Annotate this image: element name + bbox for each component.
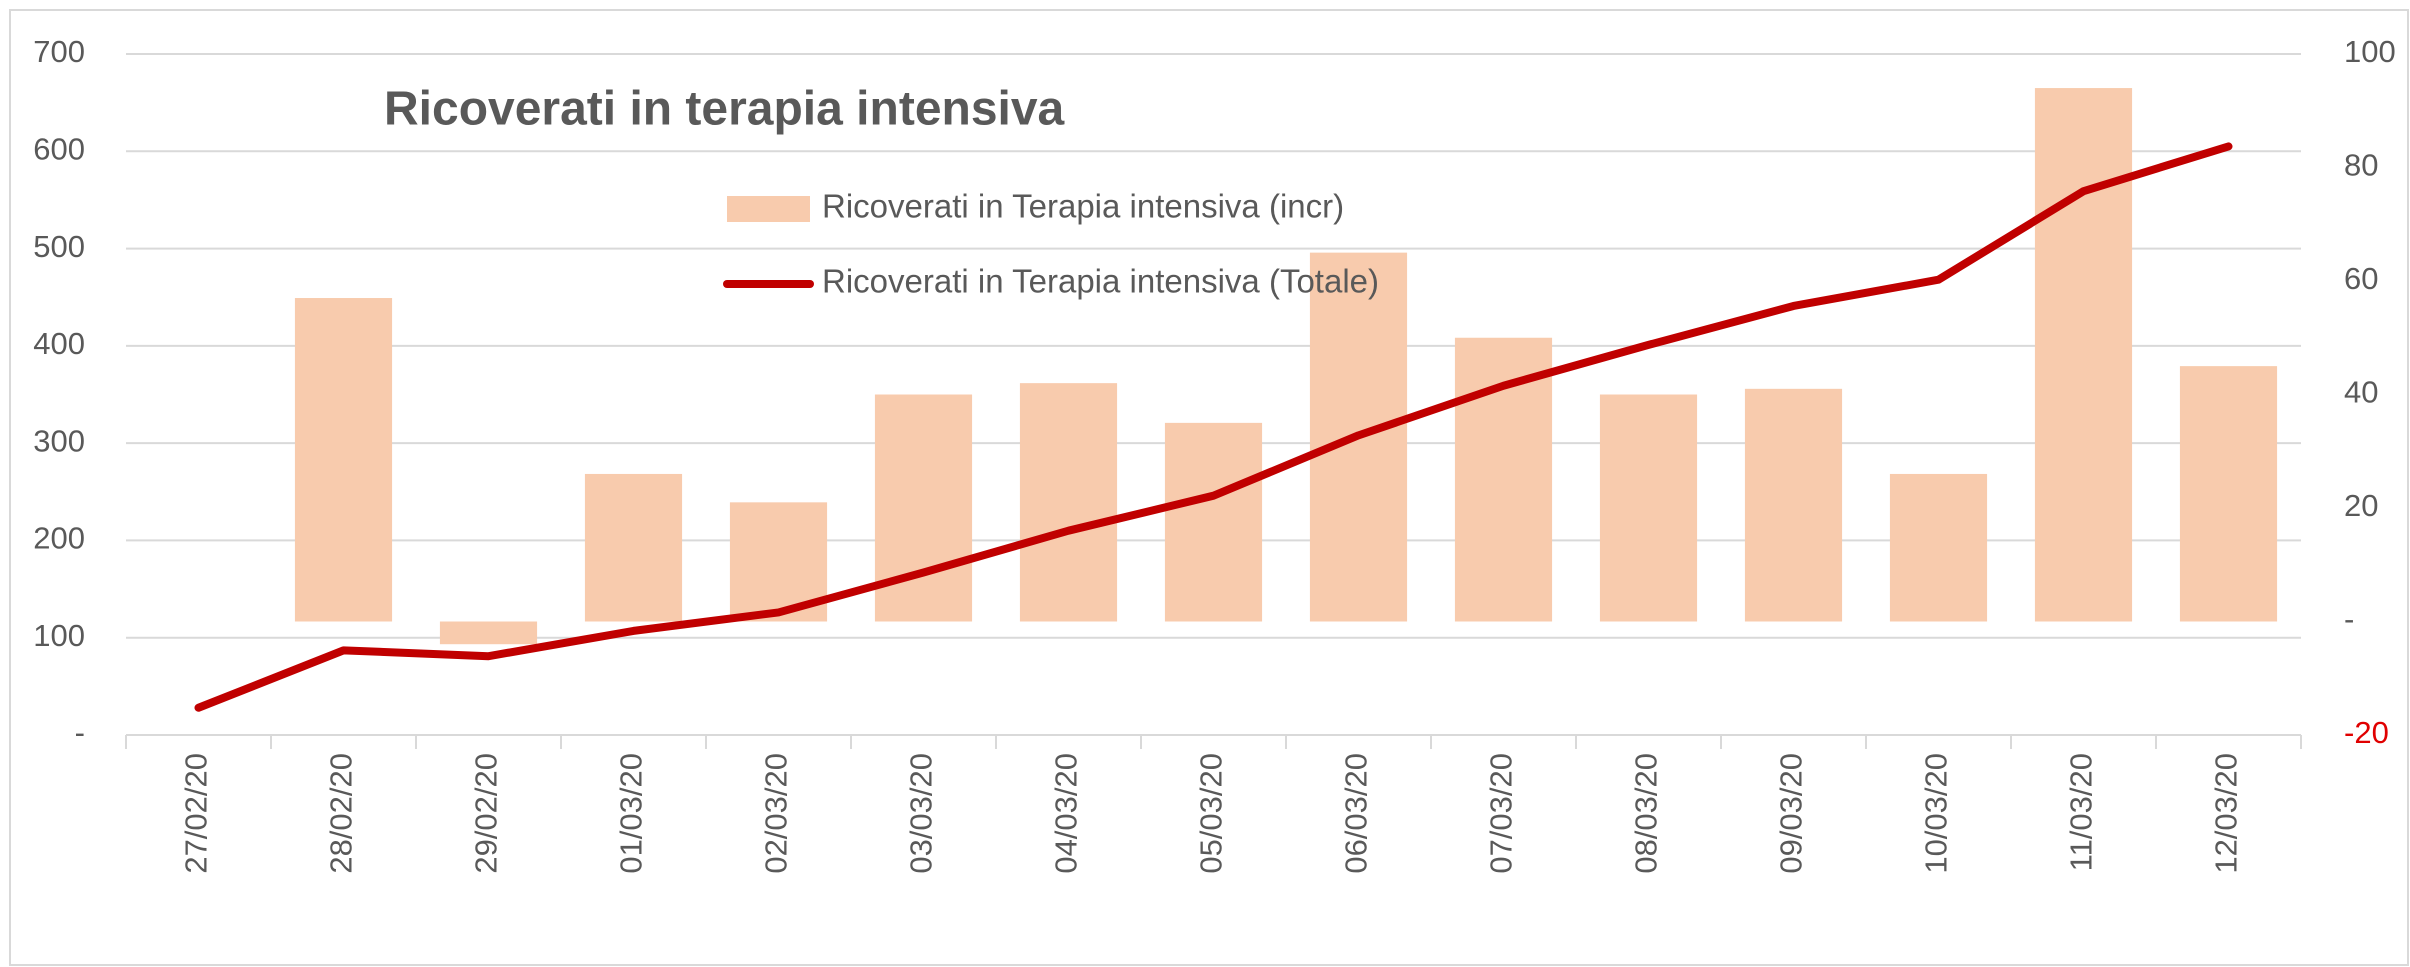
y-tick-label: 700 (33, 34, 85, 69)
x-tick-label: 11/03/20 (2064, 753, 2099, 871)
bar (2179, 366, 2278, 622)
y-tick-label: 100 (33, 618, 85, 653)
y2-tick-label: - (2344, 602, 2354, 637)
x-tick-label: 05/03/20 (1194, 753, 1229, 874)
bar (439, 621, 538, 645)
bar (1744, 388, 1843, 622)
y2-tick-label: -20 (2344, 715, 2389, 750)
x-tick-label: 28/02/20 (324, 753, 359, 874)
y2-tick-label: 60 (2344, 261, 2378, 296)
bar (2034, 88, 2133, 622)
bar (1889, 473, 1988, 622)
legend-swatch (727, 196, 810, 222)
x-tick-label: 06/03/20 (1339, 753, 1374, 874)
line (194, 142, 2233, 712)
y-tick-label: 300 (33, 423, 85, 458)
bar (584, 473, 683, 622)
y-tick-label: 600 (33, 131, 85, 166)
bar (1164, 422, 1263, 622)
bar (1019, 383, 1118, 622)
x-tick-label: 29/02/20 (469, 753, 504, 874)
chart-border (9, 9, 2409, 966)
x-tick-label: 10/03/20 (1919, 753, 1954, 874)
legend-label: Ricoverati in Terapia intensiva (incr) (822, 188, 1344, 225)
x-tick-label: 04/03/20 (1049, 753, 1084, 874)
x-tick-label: 03/03/20 (904, 753, 939, 874)
bar (1599, 394, 1698, 622)
legend-label: Ricoverati in Terapia intensiva (Totale) (822, 263, 1379, 300)
x-tick-label: 12/03/20 (2209, 753, 2244, 874)
y-tick-label: 400 (33, 326, 85, 361)
y-tick-label: - (75, 715, 85, 750)
x-tick-label: 09/03/20 (1774, 753, 1809, 874)
chart-title: Ricoverati in terapia intensiva (384, 83, 1065, 136)
x-tick-label: 07/03/20 (1484, 753, 1519, 874)
x-tick-label: 01/03/20 (614, 753, 649, 874)
y2-tick-label: 80 (2344, 148, 2378, 183)
y2-tick-label: 20 (2344, 488, 2378, 523)
bar (874, 394, 973, 622)
y2-tick-label: 100 (2344, 34, 2396, 69)
x-tick-label: 08/03/20 (1629, 753, 1664, 874)
y2-tick-label: 40 (2344, 375, 2378, 410)
y-tick-label: 200 (33, 521, 85, 556)
bar (294, 298, 393, 622)
x-tick-label: 02/03/20 (759, 753, 794, 874)
y-tick-label: 500 (33, 229, 85, 264)
x-tick-label: 27/02/20 (179, 753, 214, 874)
